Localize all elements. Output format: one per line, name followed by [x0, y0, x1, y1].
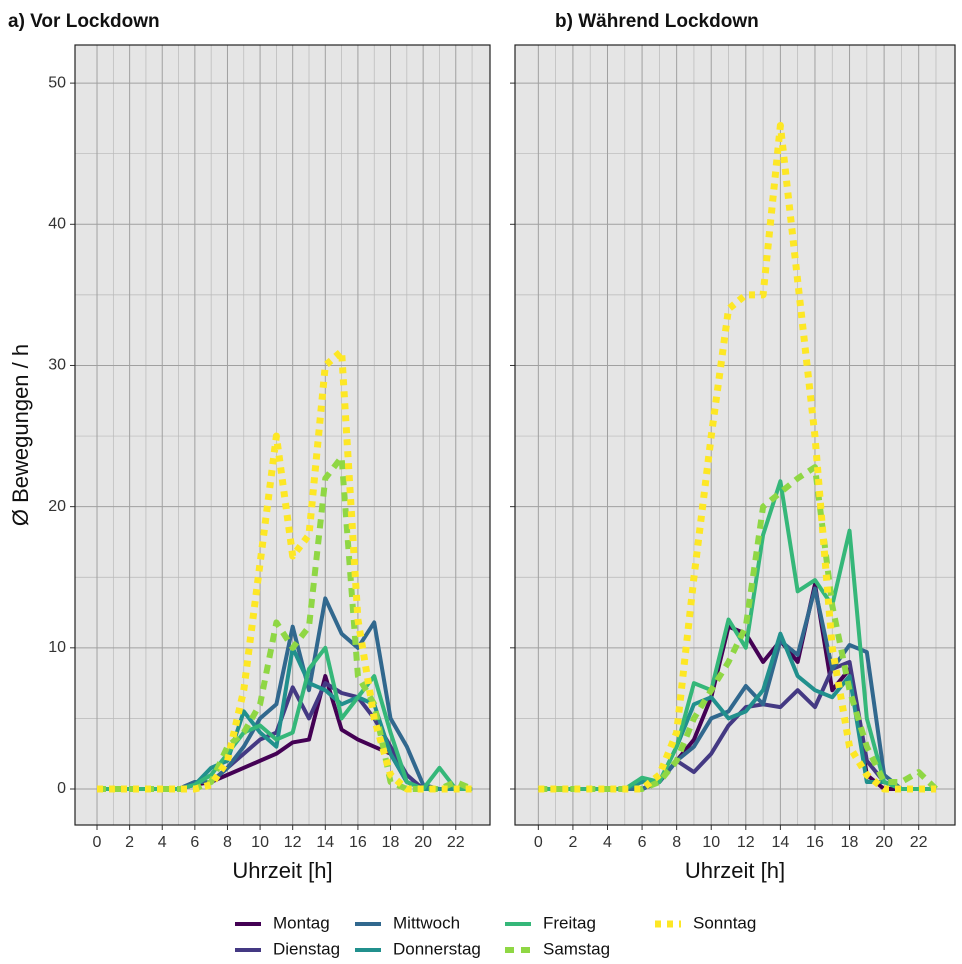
x-tick-label: 18	[841, 834, 859, 851]
x-tick-label: 14	[316, 834, 334, 851]
panel-border	[514, 44, 956, 826]
x-tick-label: 6	[190, 834, 199, 851]
x-tick-label: 6	[638, 834, 647, 851]
x-tick-label: 20	[414, 834, 432, 851]
panel-title: b) Während Lockdown	[555, 11, 759, 32]
legend-label: Dienstag	[273, 939, 340, 958]
x-tick-label: 4	[158, 834, 167, 851]
x-tick-label: 2	[125, 834, 134, 851]
y-tick-label: 50	[48, 74, 66, 91]
legend-label: Samstag	[543, 939, 610, 958]
legend-label: Donnerstag	[393, 939, 481, 958]
x-axis-title: Uhrzeit [h]	[685, 858, 785, 883]
y-tick-label: 40	[48, 216, 66, 233]
panel-background	[515, 45, 955, 825]
legend-label: Freitag	[543, 913, 596, 932]
series-line	[97, 347, 473, 793]
x-tick-label: 22	[447, 834, 465, 851]
y-tick-label: 30	[48, 357, 66, 374]
x-tick-label: 4	[603, 834, 612, 851]
y-axis-title: Ø Bewegungen / h	[8, 344, 33, 526]
x-tick-label: 16	[349, 834, 367, 851]
x-tick-label: 8	[672, 834, 681, 851]
y-tick-label: 10	[48, 639, 66, 656]
series-line	[538, 464, 939, 792]
y-tick-label: 20	[48, 498, 66, 515]
y-tick-label: 0	[57, 780, 66, 797]
x-tick-label: 0	[93, 834, 102, 851]
x-tick-label: 22	[910, 834, 928, 851]
panel-title: a) Vor Lockdown	[8, 11, 160, 32]
x-tick-label: 20	[875, 834, 893, 851]
legend-label: Sonntag	[693, 913, 756, 932]
x-tick-label: 10	[251, 834, 269, 851]
x-tick-label: 8	[223, 834, 232, 851]
x-tick-label: 12	[284, 834, 302, 851]
x-tick-label: 0	[534, 834, 543, 851]
panel-border	[74, 44, 491, 826]
x-tick-label: 18	[382, 834, 400, 851]
series-line	[97, 454, 474, 792]
x-tick-label: 10	[702, 834, 720, 851]
x-tick-label: 14	[771, 834, 789, 851]
x-tick-label: 16	[806, 834, 824, 851]
legend-label: Mittwoch	[393, 913, 460, 932]
legend-label: Montag	[273, 913, 330, 932]
panel-background	[75, 45, 490, 825]
x-tick-label: 12	[737, 834, 755, 851]
x-tick-label: 2	[568, 834, 577, 851]
x-axis-title: Uhrzeit [h]	[232, 858, 332, 883]
